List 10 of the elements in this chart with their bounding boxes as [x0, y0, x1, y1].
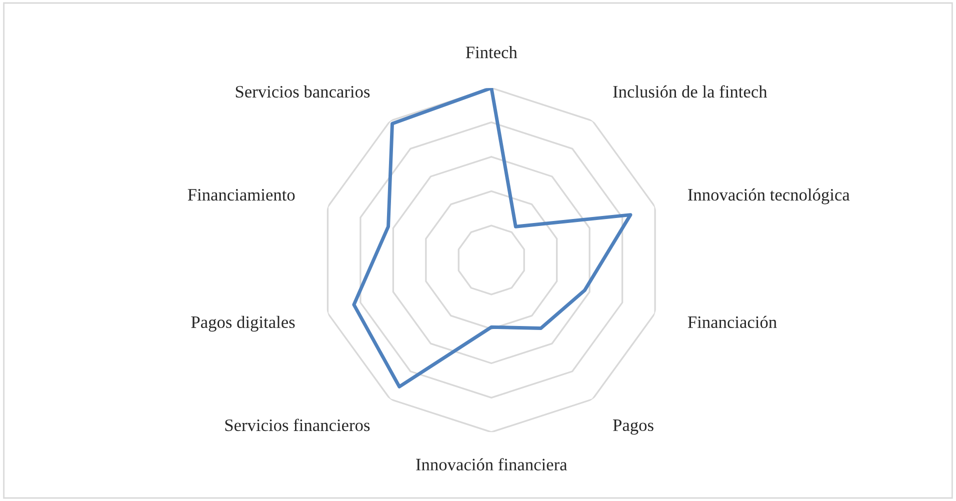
spoke-label: Innovación tecnológica: [688, 188, 850, 204]
spoke-label: Pagos digitales: [191, 316, 295, 332]
spoke-label: Innovación financiera: [416, 458, 568, 470]
spoke-label: Financiamiento: [188, 189, 295, 201]
spoke-label: Servicios bancarios: [236, 85, 370, 98]
spoke-label: Fintech: [466, 46, 518, 58]
spoke-label: Inclusión de la fintech: [613, 85, 768, 98]
spoke-label: Pagos: [613, 420, 654, 435]
spoke-label: Financiación: [688, 316, 777, 328]
spoke-label: Servicios financieros: [225, 418, 370, 432]
